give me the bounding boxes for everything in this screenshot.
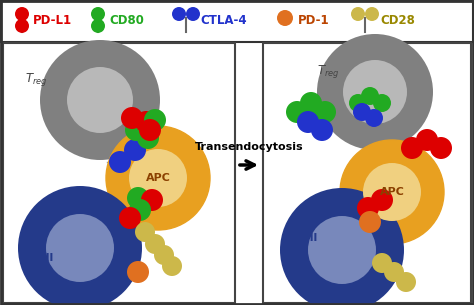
Circle shape bbox=[343, 60, 407, 124]
Circle shape bbox=[137, 127, 159, 149]
Circle shape bbox=[139, 119, 161, 141]
Circle shape bbox=[359, 211, 381, 233]
Circle shape bbox=[135, 222, 155, 242]
Circle shape bbox=[351, 7, 365, 21]
Text: Transendocytosis: Transendocytosis bbox=[195, 142, 303, 152]
Circle shape bbox=[162, 256, 182, 276]
Circle shape bbox=[106, 126, 210, 230]
Circle shape bbox=[127, 261, 149, 283]
Circle shape bbox=[384, 262, 404, 282]
Text: CD80: CD80 bbox=[109, 13, 144, 27]
Circle shape bbox=[15, 7, 29, 21]
Circle shape bbox=[365, 109, 383, 127]
Circle shape bbox=[67, 67, 133, 133]
Circle shape bbox=[363, 163, 421, 221]
Circle shape bbox=[91, 7, 105, 21]
Circle shape bbox=[186, 7, 200, 21]
Text: $T_{reg}$: $T_{reg}$ bbox=[317, 63, 339, 81]
Circle shape bbox=[300, 92, 322, 114]
Circle shape bbox=[314, 101, 336, 123]
Bar bbox=[1, 1, 473, 42]
Circle shape bbox=[396, 272, 416, 292]
Circle shape bbox=[373, 94, 391, 112]
Circle shape bbox=[371, 189, 393, 211]
Circle shape bbox=[172, 7, 186, 21]
Circle shape bbox=[353, 103, 371, 121]
Circle shape bbox=[124, 139, 146, 161]
Text: APC: APC bbox=[146, 173, 171, 183]
Circle shape bbox=[129, 199, 151, 221]
Circle shape bbox=[91, 19, 105, 33]
Circle shape bbox=[340, 140, 444, 244]
Circle shape bbox=[141, 189, 163, 211]
Text: APC: APC bbox=[380, 187, 404, 197]
Circle shape bbox=[121, 107, 143, 129]
Circle shape bbox=[119, 207, 141, 229]
Circle shape bbox=[361, 87, 379, 105]
Circle shape bbox=[286, 101, 308, 123]
Text: PD-1: PD-1 bbox=[298, 13, 329, 27]
Text: PD-L1: PD-L1 bbox=[33, 13, 72, 27]
Circle shape bbox=[109, 151, 131, 173]
Circle shape bbox=[144, 109, 166, 131]
Text: CTLA-4: CTLA-4 bbox=[200, 13, 246, 27]
Circle shape bbox=[145, 234, 165, 254]
Circle shape bbox=[372, 253, 392, 273]
Circle shape bbox=[46, 214, 114, 282]
Circle shape bbox=[416, 129, 438, 151]
Text: T cell: T cell bbox=[20, 253, 53, 263]
Circle shape bbox=[18, 186, 142, 305]
Circle shape bbox=[129, 149, 187, 207]
Circle shape bbox=[430, 137, 452, 159]
Circle shape bbox=[317, 34, 433, 150]
Text: $T_{reg}$: $T_{reg}$ bbox=[25, 71, 47, 88]
Text: T cell: T cell bbox=[284, 233, 317, 243]
Circle shape bbox=[127, 187, 149, 209]
Circle shape bbox=[15, 19, 29, 33]
Circle shape bbox=[349, 94, 367, 112]
Text: CD28: CD28 bbox=[380, 13, 415, 27]
Circle shape bbox=[135, 111, 157, 133]
Circle shape bbox=[311, 119, 333, 141]
Circle shape bbox=[365, 7, 379, 21]
Circle shape bbox=[297, 111, 319, 133]
Circle shape bbox=[125, 119, 147, 141]
Circle shape bbox=[357, 197, 379, 219]
Circle shape bbox=[401, 137, 423, 159]
Circle shape bbox=[280, 188, 404, 305]
Circle shape bbox=[308, 216, 376, 284]
Circle shape bbox=[154, 245, 174, 265]
Circle shape bbox=[40, 40, 160, 160]
Circle shape bbox=[277, 10, 293, 26]
Bar bbox=[3, 43, 235, 303]
Bar bbox=[263, 43, 471, 303]
